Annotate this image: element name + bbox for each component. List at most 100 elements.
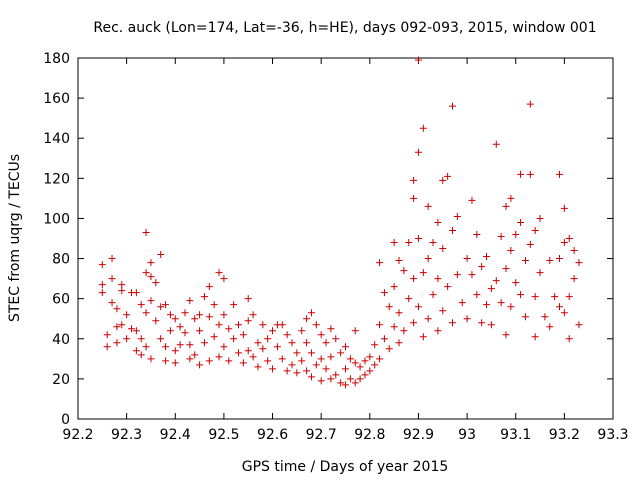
data-point: [487, 321, 495, 329]
x-tick-label: 92.5: [208, 427, 239, 443]
x-tick-label: 92.2: [62, 427, 93, 443]
data-point: [434, 218, 442, 226]
data-point: [414, 235, 422, 242]
data-point: [98, 289, 106, 297]
data-point: [342, 381, 349, 389]
data-point: [303, 367, 311, 375]
data-point: [560, 239, 568, 247]
x-tick-label: 93.2: [549, 427, 580, 443]
data-point: [458, 299, 466, 307]
data-point: [361, 357, 369, 365]
data-point: [531, 226, 539, 234]
data-point: [414, 56, 422, 64]
data-point: [337, 379, 345, 387]
data-point: [196, 361, 204, 369]
data-point: [269, 365, 277, 373]
data-point: [478, 319, 486, 327]
data-point: [429, 291, 437, 299]
data-point: [556, 303, 563, 311]
data-point: [235, 321, 242, 329]
data-point: [225, 357, 233, 365]
y-tick-label: 140: [43, 131, 70, 147]
data-point: [395, 257, 403, 265]
x-tick-label: 92.7: [306, 427, 337, 443]
data-point: [147, 355, 155, 363]
data-point: [98, 281, 106, 289]
data-point: [419, 333, 427, 341]
data-point: [283, 367, 291, 375]
data-point: [108, 299, 116, 307]
x-tick-label: 93.3: [597, 427, 628, 443]
data-point: [307, 349, 315, 357]
data-point: [113, 323, 121, 331]
y-tick-label: 80: [52, 252, 70, 268]
data-point: [142, 269, 150, 277]
data-point: [414, 148, 422, 156]
data-point: [98, 261, 106, 269]
data-point: [507, 303, 515, 311]
x-axis: 92.2 92.3 92.4 92.5 92.6 92.7 92.8 92.9 93 93.1 93…: [62, 58, 629, 443]
data-point: [249, 353, 257, 361]
data-point: [521, 313, 529, 321]
data-point: [157, 303, 165, 311]
data-point: [220, 275, 228, 283]
data-point: [220, 311, 228, 319]
data-point: [526, 100, 534, 108]
data-point: [293, 349, 301, 357]
data-point: [356, 375, 364, 383]
data-point: [171, 359, 179, 367]
data-point: [390, 323, 398, 331]
data-point: [575, 259, 583, 267]
data-point: [478, 263, 486, 271]
data-point: [327, 353, 335, 361]
data-point: [327, 375, 335, 383]
data-point: [351, 359, 359, 367]
y-tick-label: 0: [61, 412, 70, 428]
data-point: [395, 309, 403, 317]
data-point: [142, 228, 150, 236]
data-point: [536, 269, 544, 277]
data-point: [132, 289, 140, 297]
data-point: [171, 347, 179, 355]
data-point: [244, 295, 252, 303]
data-point: [278, 355, 286, 363]
data-point: [453, 212, 461, 220]
data-point: [531, 293, 539, 301]
data-point: [307, 373, 315, 381]
data-point: [376, 321, 384, 329]
data-point: [449, 226, 456, 234]
data-point: [570, 247, 578, 255]
data-point: [526, 170, 534, 178]
data-point: [103, 343, 111, 351]
data-point: [123, 335, 131, 343]
data-point: [254, 339, 262, 347]
x-tick-label: 92.9: [403, 427, 434, 443]
data-point: [565, 293, 573, 301]
data-point: [118, 287, 126, 295]
data-point: [356, 363, 364, 371]
data-point: [142, 309, 150, 317]
data-point: [551, 293, 559, 301]
data-point: [497, 232, 505, 240]
data-point: [147, 273, 155, 281]
data-point: [351, 379, 359, 387]
data-point: [517, 291, 525, 299]
x-tick-label: 93.1: [500, 427, 531, 443]
data-point: [293, 369, 301, 377]
data-point: [113, 339, 121, 347]
data-point: [103, 331, 111, 339]
data-point: [541, 313, 549, 321]
data-point: [137, 301, 145, 309]
data-point: [483, 253, 491, 261]
data-point: [176, 323, 184, 331]
data-point: [181, 329, 189, 337]
data-point: [186, 297, 194, 305]
data-point: [332, 335, 340, 343]
data-point: [439, 245, 447, 253]
data-point: [507, 194, 515, 202]
data-point: [186, 355, 194, 363]
data-point: [118, 321, 126, 329]
data-point: [414, 303, 422, 311]
data-point: [142, 343, 150, 351]
data-point: [517, 218, 525, 226]
